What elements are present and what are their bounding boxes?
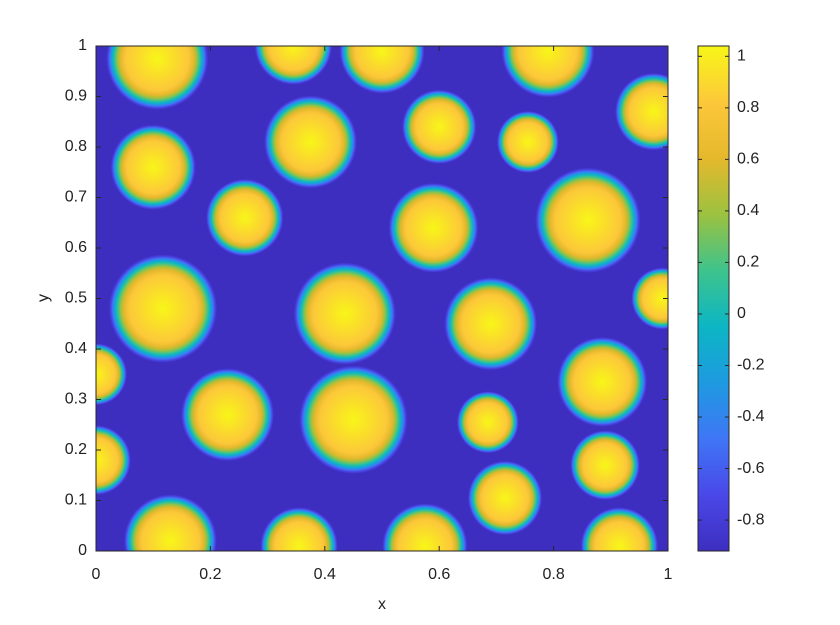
blob	[339, 46, 425, 94]
y-tick-label: 0.6	[65, 239, 87, 256]
y-tick-label: 0.2	[65, 441, 87, 458]
blob	[124, 494, 217, 551]
blob	[106, 46, 209, 110]
x-tick-label: 1	[664, 566, 673, 583]
colorbar-tick-label: 0	[737, 305, 746, 322]
blob	[467, 460, 543, 536]
blob	[615, 73, 668, 151]
blob	[580, 507, 658, 551]
y-tick-label: 0.8	[65, 138, 87, 155]
colorbar-tick-label: 1	[737, 48, 746, 65]
blob	[206, 179, 284, 257]
blob	[108, 254, 217, 363]
x-tick-label: 0.2	[199, 566, 221, 583]
blob	[110, 124, 196, 210]
blob	[557, 337, 648, 427]
blob	[535, 167, 641, 273]
y-tick-label: 0.1	[65, 492, 87, 509]
blob	[96, 343, 127, 406]
field	[96, 46, 668, 551]
blob	[456, 391, 519, 454]
blob	[402, 89, 477, 164]
blob	[293, 262, 396, 365]
blob	[570, 430, 640, 500]
blob	[299, 365, 408, 474]
colorbar-tick-label: 0.4	[737, 202, 759, 219]
x-tick-label: 0.8	[542, 566, 564, 583]
y-tick-label: 0.7	[65, 189, 87, 206]
blob	[496, 111, 559, 173]
x-tick-label: 0	[92, 566, 101, 583]
y-tick-label: 0	[78, 542, 87, 559]
x-tick-label: 0.4	[314, 566, 336, 583]
colorbar	[697, 45, 730, 552]
colorbar-tick-label: -0.2	[737, 357, 765, 374]
colorbar-tick-label: 0.8	[737, 99, 759, 116]
blob	[260, 507, 338, 551]
colorbar-tick-label: 0.2	[737, 254, 759, 271]
blob	[382, 503, 468, 551]
colorbar-tick-label: -0.8	[737, 511, 765, 528]
y-tick-label: 0.5	[65, 290, 87, 307]
y-tick-label: 0.9	[65, 88, 87, 105]
y-tick-label: 1	[78, 37, 87, 54]
blob	[264, 95, 357, 189]
blob	[181, 368, 274, 461]
colorbar-tick-label: -0.4	[737, 408, 765, 425]
colorbar-tick-label: -0.6	[737, 460, 765, 477]
blob	[254, 46, 332, 85]
y-axis-label: y	[35, 294, 52, 302]
y-tick-label: 0.4	[65, 340, 87, 357]
blob	[631, 267, 668, 330]
blob	[96, 425, 131, 495]
blob	[444, 277, 538, 371]
x-tick-label: 0.6	[428, 566, 450, 583]
colorbar-tick-label: 0.6	[737, 151, 759, 168]
blob	[388, 183, 479, 273]
y-tick-label: 0.3	[65, 391, 87, 408]
x-axis-label: x	[378, 596, 386, 613]
blob	[501, 46, 595, 98]
